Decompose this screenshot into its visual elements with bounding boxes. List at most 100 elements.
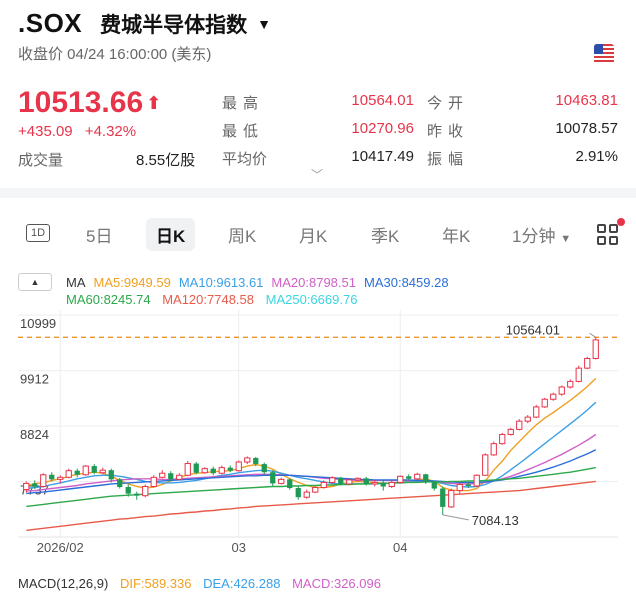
candle-body bbox=[57, 476, 64, 480]
candle-body bbox=[244, 457, 251, 463]
candle-body bbox=[278, 478, 285, 484]
candle-body bbox=[346, 479, 353, 485]
high-label: 10564.01 bbox=[506, 322, 560, 337]
stat-label-amplitude: 振幅 bbox=[427, 151, 470, 168]
tab-1d[interactable]: 1D bbox=[26, 224, 51, 242]
candle-body bbox=[388, 481, 395, 487]
dropdown-caret-icon[interactable]: ▼ bbox=[257, 15, 271, 32]
stat-value-low: 10270.96 bbox=[351, 120, 414, 137]
candle-body bbox=[91, 466, 97, 473]
candle-body bbox=[499, 433, 506, 445]
candle-body bbox=[371, 481, 378, 485]
candle-body bbox=[397, 475, 404, 483]
candle-body bbox=[32, 483, 38, 487]
candle-body bbox=[303, 491, 310, 498]
stat-value-amplitude: 2.91% bbox=[575, 148, 618, 165]
candle-body bbox=[567, 380, 574, 388]
tab-1min-label: 1分钟 bbox=[512, 227, 556, 246]
candle-body bbox=[65, 470, 72, 478]
up-arrow-icon: ⬆ bbox=[146, 92, 162, 113]
candle-body bbox=[490, 443, 497, 456]
candle-body bbox=[592, 339, 599, 359]
stat-label-open: 今开 bbox=[427, 95, 470, 112]
candle-body bbox=[295, 488, 301, 498]
candle-body bbox=[575, 367, 582, 382]
ma5-value: MA5:9949.59 bbox=[93, 274, 171, 290]
candle-body bbox=[176, 474, 183, 480]
stat-label-avg: 平均价 bbox=[222, 151, 268, 168]
candle-body bbox=[227, 467, 233, 471]
candle-body bbox=[516, 420, 523, 430]
candle-body bbox=[253, 457, 259, 465]
current-price: 10513.66 ⬆ bbox=[18, 86, 161, 120]
candle-body bbox=[465, 484, 471, 486]
candle-body bbox=[558, 386, 565, 395]
candle-body bbox=[473, 474, 480, 487]
candle-body bbox=[159, 472, 166, 478]
tab-daily-k[interactable]: 日K bbox=[146, 218, 196, 251]
ma20-value: MA20:8798.51 bbox=[271, 274, 356, 290]
stat-value-avg: 10417.49 bbox=[351, 148, 414, 165]
ma-line-ma10 bbox=[26, 401, 597, 490]
candle-body bbox=[363, 478, 369, 484]
candle-body bbox=[142, 485, 149, 497]
tab-quarterly-k[interactable]: 季K bbox=[371, 227, 400, 246]
tab-monthly-k[interactable]: 月K bbox=[299, 227, 328, 246]
title-row[interactable]: .SOX 费城半导体指数 ▼ bbox=[18, 8, 271, 39]
us-flag-icon bbox=[594, 44, 614, 64]
candle-body bbox=[320, 481, 327, 489]
candle-body bbox=[218, 467, 225, 474]
candle-body bbox=[108, 470, 114, 480]
tab-yearly-k[interactable]: 年K bbox=[442, 227, 471, 246]
candle-body bbox=[82, 465, 89, 476]
candle-body bbox=[414, 473, 421, 480]
macd-dif: DIF:589.336 bbox=[119, 576, 192, 591]
candle-body bbox=[533, 406, 540, 418]
x-tick-label: 04 bbox=[393, 540, 407, 555]
high-label-leader bbox=[589, 332, 597, 338]
ma-line-ma20 bbox=[26, 433, 597, 492]
low-label-leader bbox=[442, 514, 469, 521]
candle-body bbox=[507, 428, 514, 435]
expand-chevron-icon[interactable]: ﹀ bbox=[311, 168, 324, 182]
stat-value-high: 10564.01 bbox=[351, 92, 414, 109]
change-percent: +4.32% bbox=[84, 123, 137, 140]
candle-body bbox=[184, 463, 191, 476]
candle-body bbox=[99, 469, 106, 474]
section-divider bbox=[0, 188, 636, 198]
candle-body bbox=[150, 476, 157, 487]
candle-body bbox=[49, 474, 55, 480]
notification-dot bbox=[617, 218, 625, 226]
index-name: 费城半导体指数 bbox=[100, 13, 248, 37]
macd-value: MACD:326.096 bbox=[292, 576, 381, 591]
candle-body bbox=[541, 398, 548, 408]
tab-1min[interactable]: 1分钟 ▼ bbox=[512, 222, 571, 247]
stat-value-prev-close: 10078.57 bbox=[555, 120, 618, 137]
candle-body bbox=[23, 482, 30, 491]
change-absolute: +435.09 bbox=[18, 123, 73, 140]
candle-body bbox=[338, 477, 344, 484]
tab-5day[interactable]: 5日 bbox=[86, 227, 113, 246]
candle-body bbox=[287, 479, 293, 489]
y-tick-label: 9912 bbox=[20, 372, 49, 387]
candle-body bbox=[201, 468, 208, 474]
layout-grid-icon[interactable] bbox=[597, 224, 619, 246]
ma-label[interactable]: MA bbox=[66, 274, 86, 290]
candle-body bbox=[40, 474, 47, 487]
candle-body bbox=[584, 357, 591, 369]
tab-weekly-k[interactable]: 周K bbox=[228, 227, 257, 246]
macd-params[interactable]: MACD(12,26,9) bbox=[18, 576, 109, 591]
candle-body bbox=[74, 470, 80, 475]
candle-body bbox=[482, 454, 489, 476]
candle-body bbox=[423, 474, 429, 483]
collapse-toggle-icon[interactable]: ▲ bbox=[18, 273, 52, 291]
candle-body bbox=[312, 487, 319, 493]
low-label: 7084.13 bbox=[472, 513, 519, 528]
tab-1min-caret-icon: ▼ bbox=[560, 233, 572, 245]
candle-body bbox=[210, 468, 216, 474]
candle-body bbox=[354, 477, 361, 481]
ma30-value: MA30:8459.28 bbox=[364, 274, 449, 290]
stat-value-open: 10463.81 bbox=[555, 92, 618, 109]
stat-label-prev-close: 昨收 bbox=[427, 123, 470, 140]
